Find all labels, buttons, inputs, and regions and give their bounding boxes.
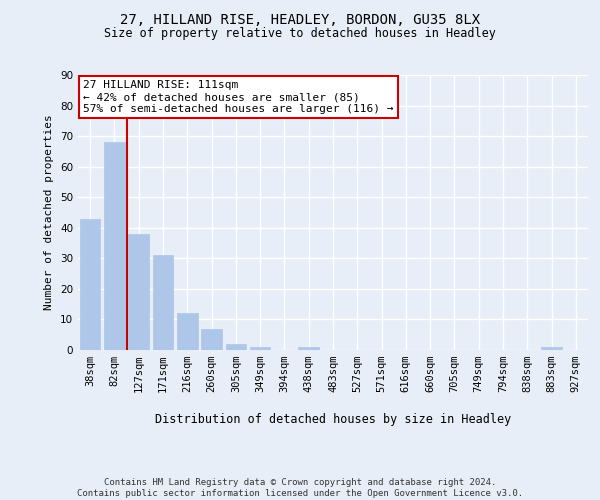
Bar xyxy=(541,347,562,350)
Bar xyxy=(226,344,246,350)
Bar xyxy=(250,347,271,350)
Text: 27 HILLAND RISE: 111sqm
← 42% of detached houses are smaller (85)
57% of semi-de: 27 HILLAND RISE: 111sqm ← 42% of detache… xyxy=(83,80,394,114)
Bar xyxy=(152,256,173,350)
Bar xyxy=(128,234,149,350)
Bar xyxy=(104,142,125,350)
Bar xyxy=(298,347,319,350)
Bar xyxy=(177,314,197,350)
Text: Contains HM Land Registry data © Crown copyright and database right 2024.
Contai: Contains HM Land Registry data © Crown c… xyxy=(77,478,523,498)
Y-axis label: Number of detached properties: Number of detached properties xyxy=(44,114,55,310)
Text: Size of property relative to detached houses in Headley: Size of property relative to detached ho… xyxy=(104,28,496,40)
Bar xyxy=(80,218,100,350)
Bar xyxy=(201,328,222,350)
Text: Distribution of detached houses by size in Headley: Distribution of detached houses by size … xyxy=(155,412,511,426)
Text: 27, HILLAND RISE, HEADLEY, BORDON, GU35 8LX: 27, HILLAND RISE, HEADLEY, BORDON, GU35 … xyxy=(120,12,480,26)
